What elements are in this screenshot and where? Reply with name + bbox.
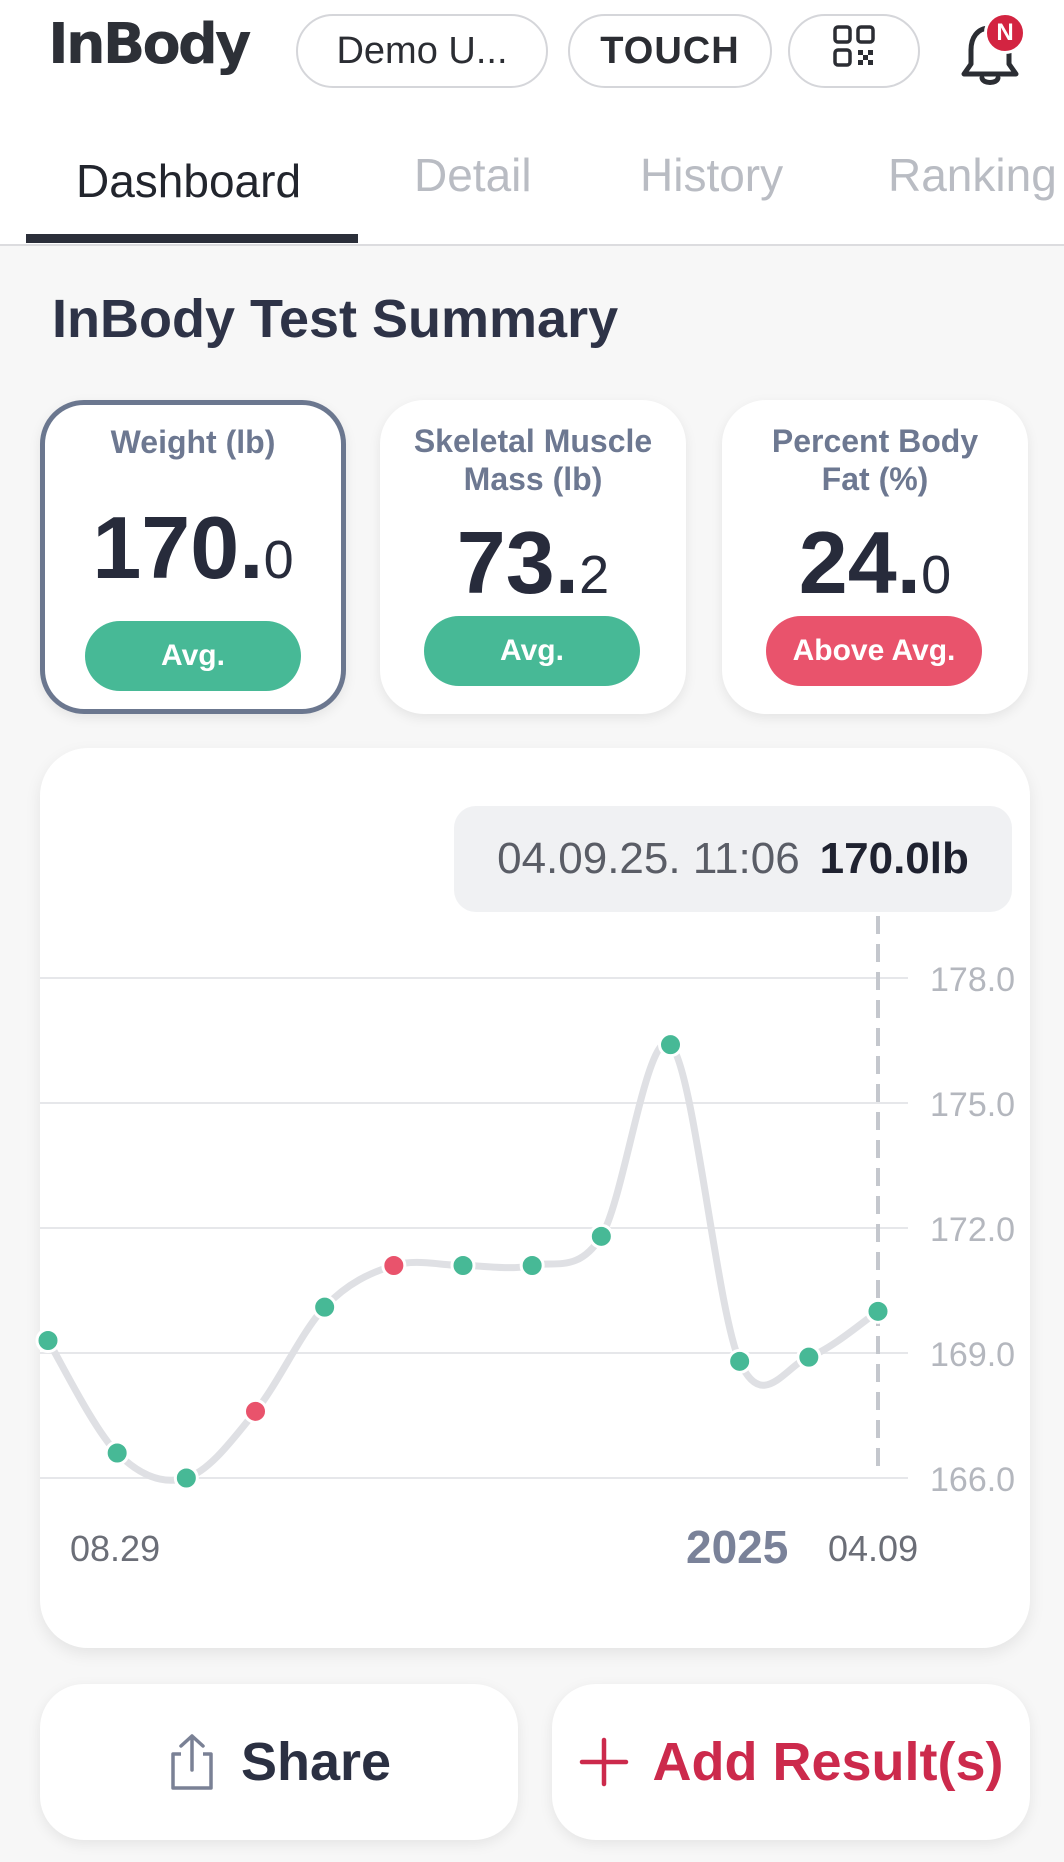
page-title: InBody Test Summary bbox=[52, 289, 619, 349]
status-badge: Avg. bbox=[85, 621, 301, 691]
active-tab-indicator bbox=[26, 234, 358, 243]
x-axis-end-label: 04.09 bbox=[828, 1528, 919, 1569]
y-tick-label: 175.0 bbox=[930, 1086, 1015, 1124]
card-value-decimal: 2 bbox=[579, 545, 610, 605]
qr-code-button[interactable] bbox=[788, 14, 920, 88]
data-point bbox=[658, 1032, 683, 1058]
inbody-logo: InBody bbox=[48, 12, 251, 77]
tab-detail[interactable]: Detail bbox=[414, 149, 532, 201]
data-point bbox=[243, 1398, 268, 1424]
status-badge: Above Avg. bbox=[766, 616, 982, 686]
y-tick-label: 178.0 bbox=[930, 961, 1015, 999]
share-button[interactable]: Share bbox=[40, 1684, 518, 1840]
plus-icon bbox=[579, 1737, 629, 1787]
data-point bbox=[865, 1298, 891, 1324]
card-value: 73.2 bbox=[380, 512, 686, 614]
y-tick-label: 172.0 bbox=[930, 1211, 1015, 1249]
tooltip-value: 170.0lb bbox=[819, 834, 969, 883]
touch-button[interactable]: TOUCH bbox=[568, 14, 772, 88]
data-point bbox=[173, 1465, 199, 1491]
data-point bbox=[312, 1294, 338, 1320]
x-axis-start-label: 08.29 bbox=[70, 1528, 161, 1569]
card-value-decimal: 0 bbox=[921, 545, 952, 605]
status-badge: Avg. bbox=[424, 616, 640, 686]
share-label: Share bbox=[240, 1732, 392, 1792]
share-icon bbox=[167, 1732, 217, 1792]
tab-bar: Dashboard Detail History Ranking bbox=[0, 108, 1064, 246]
data-point bbox=[588, 1223, 614, 1249]
tooltip-datetime: 04.09.25. 11:06 bbox=[497, 834, 800, 883]
card-value-decimal: 0 bbox=[263, 530, 294, 590]
data-point bbox=[796, 1344, 822, 1370]
data-point bbox=[104, 1440, 130, 1466]
data-point bbox=[450, 1253, 476, 1278]
card-value: 24.0 bbox=[722, 512, 1028, 614]
qr-code-icon bbox=[833, 25, 875, 77]
x-axis-year-label: 2025 bbox=[686, 1521, 789, 1573]
y-tick-label: 166.0 bbox=[930, 1461, 1015, 1499]
tab-history[interactable]: History bbox=[640, 149, 784, 201]
weight-card[interactable]: Weight (lb) 170.0 Avg. bbox=[40, 400, 346, 714]
card-value-integer: 24. bbox=[798, 513, 922, 612]
app-header: InBody Demo U... TOUCH N bbox=[0, 0, 1064, 108]
tab-dashboard[interactable]: Dashboard bbox=[76, 155, 302, 207]
user-selector-button[interactable]: Demo U... bbox=[296, 14, 548, 88]
notification-badge: N bbox=[984, 12, 1026, 54]
card-value-integer: 170. bbox=[92, 498, 264, 597]
tab-ranking[interactable]: Ranking bbox=[888, 149, 1057, 201]
data-point bbox=[519, 1253, 545, 1278]
add-results-label: Add Result(s) bbox=[652, 1732, 1004, 1792]
card-label-line2: Mass (lb) bbox=[463, 461, 603, 497]
card-value: 170.0 bbox=[45, 497, 341, 599]
add-results-button[interactable]: Add Result(s) bbox=[552, 1684, 1030, 1840]
data-point bbox=[381, 1253, 407, 1278]
card-value-integer: 73. bbox=[456, 513, 580, 612]
body-fat-card[interactable]: Percent Body Fat (%) 24.0 Above Avg. bbox=[722, 400, 1028, 714]
data-point bbox=[727, 1348, 753, 1374]
skeletal-muscle-card[interactable]: Skeletal Muscle Mass (lb) 73.2 Avg. bbox=[380, 400, 686, 714]
card-label-line2: Fat (%) bbox=[821, 461, 929, 497]
card-label-line1: Skeletal Muscle bbox=[413, 423, 653, 459]
card-label: Weight (lb) bbox=[110, 424, 276, 460]
chart-tooltip: 04.09.25. 11:06 170.0lb bbox=[454, 806, 1012, 912]
card-label-line1: Percent Body bbox=[771, 423, 979, 459]
data-point bbox=[35, 1328, 61, 1353]
y-tick-label: 169.0 bbox=[930, 1336, 1015, 1374]
